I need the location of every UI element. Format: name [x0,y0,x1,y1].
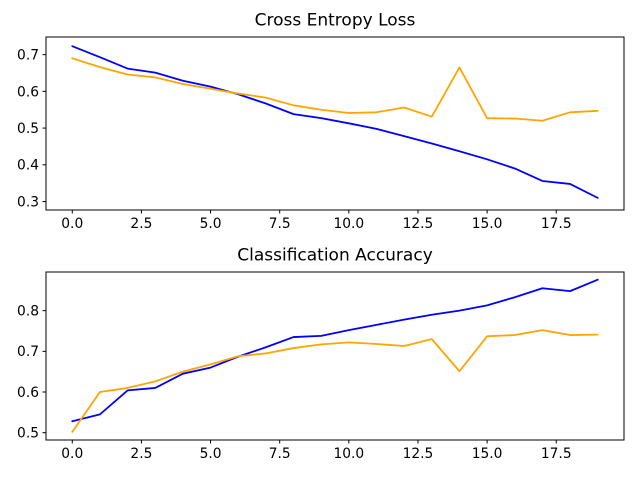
x-tick-label: 0.0 [61,446,83,462]
x-tick-label: 17.5 [541,446,572,462]
loss-chart: Cross Entropy Loss 0.0 2.5 5.0 7.5 10.0 12.5 1… [17,11,625,232]
axes-frame [45,36,625,211]
loss-chart-axes: 0.0 2.5 5.0 7.5 10.0 12.5 15.0 17.5 0.3 0.4 0.5 0.6… [17,36,625,232]
y-tick-label: 0.6 [17,84,39,100]
series-line-blue [71,45,599,199]
y-tick-label: 0.3 [17,194,39,210]
x-tick-label: 10.0 [333,216,364,232]
y-tick-label: 0.5 [17,426,39,442]
y-tick-label: 0.5 [17,121,39,137]
y-tick-label: 0.8 [17,304,39,320]
x-tick-label: 0.0 [61,216,83,232]
x-tick-label: 12.5 [403,216,434,232]
x-tick-label: 7.5 [269,216,291,232]
accuracy-chart-title: Classification Accuracy [237,246,433,266]
series-line-orange [71,329,599,433]
accuracy-chart: Classification Accuracy 0.0 2.5 5.0 7.5 10.0… [17,246,625,462]
x-tick-label: 15.0 [472,216,503,232]
axes-frame [45,271,625,441]
x-tick-label: 15.0 [472,446,503,462]
series-line-orange [71,57,599,122]
x-tick-label: 7.5 [269,446,291,462]
y-tick-label: 0.7 [17,48,39,64]
loss-chart-title: Cross Entropy Loss [255,11,416,31]
y-tick-label: 0.6 [17,385,39,401]
x-tick-label: 5.0 [200,446,222,462]
series-line-blue [71,278,599,423]
y-tick-label: 0.4 [17,158,39,174]
x-tick-label: 17.5 [541,216,572,232]
x-tick-label: 5.0 [200,216,222,232]
y-tick-label: 0.7 [17,344,39,360]
accuracy-chart-axes: 0.0 2.5 5.0 7.5 10.0 12.5 15.0 17.5 0.5 0.6 0.7 0.8 [17,271,625,462]
x-tick-label: 12.5 [403,446,434,462]
x-tick-label: 2.5 [130,216,152,232]
x-tick-label: 10.0 [333,446,364,462]
x-tick-label: 2.5 [130,446,152,462]
